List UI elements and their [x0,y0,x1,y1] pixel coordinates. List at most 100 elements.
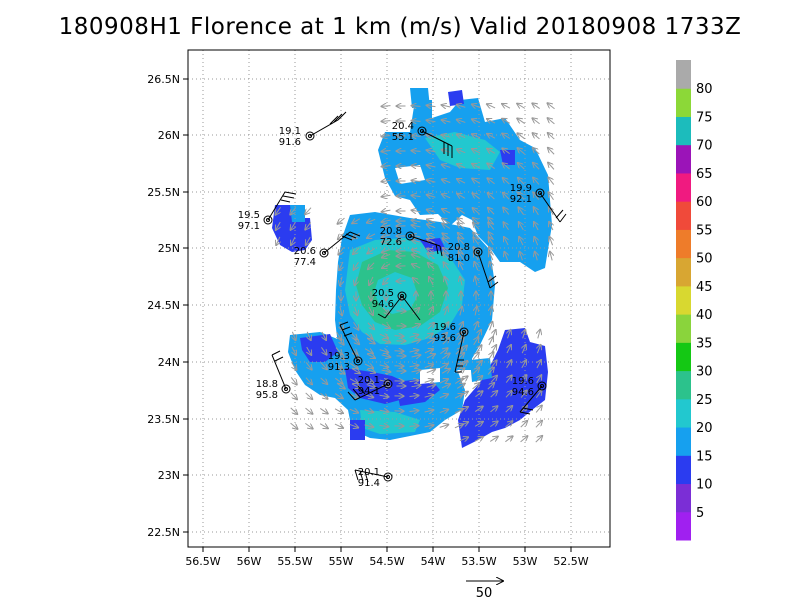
wind-vector-arrow [355,306,358,316]
wind-vector-arrow [492,345,496,354]
wind-vector-arrow [426,354,435,358]
station-value: 72.6 [380,237,402,248]
wind-vector-arrow [490,322,493,331]
wind-vector-arrow [474,437,483,441]
wind-vector-arrow [427,239,436,243]
wind-vector-arrow [442,353,449,360]
wind-vector-arrow [457,179,466,183]
wind-vector-arrow [458,223,465,230]
wind-vector-arrow [548,118,555,125]
wind-vector-arrow [517,118,526,124]
wind-vector-arrow [349,394,358,398]
station-temp: 19.3 [328,351,350,362]
wind-vector-arrow [474,262,477,271]
station-labels: 19.1 91.6 20.4 55.1 19.9 92.1 19.5 97.1 … [238,121,534,489]
colorbar-label: 50 [696,252,713,267]
colorbar-swatch [676,285,691,315]
lat-tick-label: 25N [158,242,180,255]
wind-vector-arrow [487,119,496,123]
wind-vector-arrow [379,334,388,338]
lat-tick-label: 23N [158,469,180,482]
wind-vector-arrow [487,163,495,169]
wind-vector-arrow [492,330,495,339]
wind-vector-arrow [535,421,542,428]
station-marker [454,327,469,373]
station-temp: 19.1 [279,126,301,137]
wind-vector-arrow [474,337,479,346]
lon-tick-label: 52.5W [553,555,588,568]
colorbar-swatch [676,201,691,230]
wind-vector-arrow [382,240,391,243]
wind-vector-arrow [424,410,434,412]
wind-vector-arrow [535,436,542,443]
wind-vector-arrow [319,424,328,429]
wind-vector-arrow [502,119,511,124]
wind-vector-arrow [443,322,448,330]
station-value: 91.6 [279,137,301,148]
wind-vector-arrow [472,134,481,138]
wind-vector-arrow [503,222,509,231]
wind-vector-arrow [427,219,436,222]
lon-tick-label: 55W [329,555,354,568]
lat-tick-label: 24N [158,356,180,369]
wind-vector-arrow [490,307,491,316]
wind-vector-arrow [340,306,342,316]
colorbar-label: 55 [696,223,713,238]
wind-vector-arrow [487,178,495,185]
colorbar-label: 65 [696,167,713,182]
wind-vector-arrow [412,264,421,268]
wind-vector-arrow [518,148,525,155]
colorbar-swatch [676,116,691,146]
wind-vector-arrow [548,133,555,140]
wind-vector-arrow [442,105,451,107]
wind-vector-arrow [458,247,465,255]
station-marker [405,231,443,257]
wind-vector-arrow [364,379,373,382]
wind-vector-arrow [409,426,419,427]
wind-vector-arrow [427,253,435,260]
wind-vector-arrow [412,195,421,196]
wind-vector-arrow [548,192,554,201]
wind-vector-arrow [488,208,495,215]
wind-vector-arrow [352,232,360,238]
wind-vector-arrow [409,350,419,352]
wind-vector-arrow [379,380,389,382]
wind-vector-arrow [441,384,450,388]
wind-vector-arrow [504,237,508,246]
wind-vector-arrow [490,277,491,286]
wind-vector-arrow [457,149,466,152]
wind-vector-arrow [503,178,510,185]
wind-vector-arrow [428,263,435,270]
wind-vector-arrow [454,409,463,413]
colorbar-swatch [676,144,691,174]
wind-vector-arrow [382,195,391,196]
wind-vector-arrow [364,349,373,354]
wind-vector-arrow [442,120,451,122]
wind-vector-arrow [307,346,312,355]
colorbar-label: 70 [696,139,713,154]
wind-vector-arrow [458,238,465,245]
colorbar-label: 35 [696,336,713,351]
wind-vector-arrow [532,103,540,110]
lon-tick-label: 53W [513,555,538,568]
wind-vector-arrow [320,362,327,370]
wind-vector-arrow [305,422,312,428]
wind-vector-arrow [335,347,342,355]
station-value: 81.0 [448,253,470,264]
station-temp: 19.9 [510,183,532,194]
wind-vector-arrow [442,233,450,240]
wind-vector-arrow [460,307,462,316]
wind-vector-arrow [364,425,374,427]
wind-vector-arrow [518,207,525,215]
wind-vector-arrow [445,277,448,286]
wind-vector-arrow [459,407,468,411]
wind-vector-arrow [505,436,512,443]
wind-vector-arrow [338,247,345,254]
wind-vector-arrow [475,307,477,316]
wind-vector-arrow [412,151,421,152]
wind-vector-arrow [352,219,361,224]
wind-vector-arrow [320,347,326,354]
colorbar-label: 5 [696,506,704,521]
station-marker [263,191,297,225]
